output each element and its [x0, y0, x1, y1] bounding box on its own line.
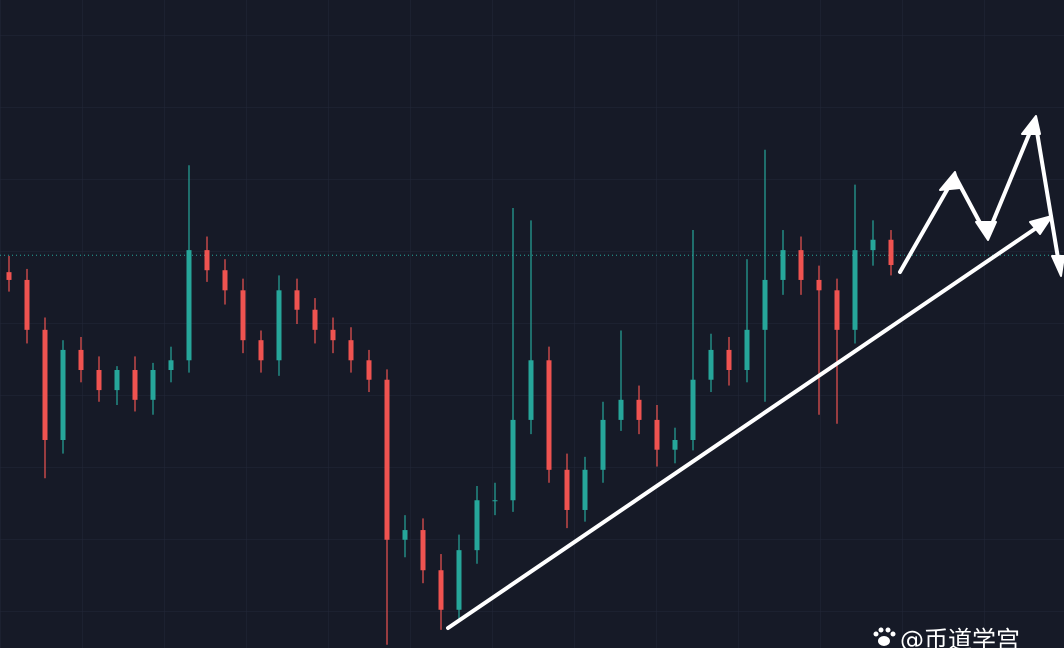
candle-body	[24, 279, 30, 330]
candle-body	[114, 370, 120, 391]
candle-body	[384, 379, 390, 540]
watermark: @币道学宫	[900, 626, 1020, 648]
candle-body	[546, 360, 552, 470]
candle-body	[636, 399, 642, 420]
candle-body	[744, 329, 750, 371]
candle-body	[816, 279, 822, 291]
arrow-head	[1029, 215, 1053, 235]
arrow-head	[939, 171, 961, 191]
candle-body	[600, 419, 606, 470]
candle-body	[762, 279, 768, 330]
candle-body	[312, 309, 318, 330]
arrow-head	[975, 221, 997, 241]
candle-body	[186, 250, 192, 361]
candles	[0, 149, 1064, 645]
candle-body	[888, 239, 894, 266]
arrow-head	[1021, 115, 1041, 135]
candle-body	[852, 250, 858, 330]
candle-body	[492, 500, 498, 502]
candle-body	[366, 360, 372, 380]
annotations	[446, 115, 1064, 630]
candle-body	[330, 329, 336, 341]
candle-body	[834, 290, 840, 330]
candle-body	[672, 439, 678, 450]
candle-body	[150, 370, 156, 400]
candle-body	[654, 419, 660, 450]
candle-body	[402, 530, 408, 540]
candle-body	[240, 290, 246, 341]
arrow-head	[1051, 255, 1064, 277]
candle-body	[870, 239, 876, 251]
candle-body	[96, 370, 102, 391]
candle-body	[456, 550, 462, 610]
candle-body	[690, 379, 696, 440]
candle-body	[258, 340, 264, 361]
watermark-icon	[873, 627, 896, 646]
candle-body	[222, 270, 228, 291]
candle-body	[204, 250, 210, 271]
trend-line	[446, 218, 1050, 630]
candle-body	[348, 340, 354, 361]
candle-body	[780, 250, 786, 280]
candle-body	[78, 349, 84, 371]
candle-body	[618, 399, 624, 420]
candle-body	[510, 419, 516, 501]
candle-body	[420, 530, 426, 571]
candle-body	[798, 250, 804, 280]
candle-body	[132, 370, 138, 400]
candle-body	[168, 360, 174, 371]
candle-body	[60, 349, 66, 440]
candle-body	[582, 469, 588, 510]
candle-body	[564, 469, 570, 510]
candle-body	[726, 349, 732, 371]
candle-body	[474, 500, 480, 551]
candle-body	[6, 272, 12, 280]
candle-body	[42, 329, 48, 440]
candle-body	[528, 360, 534, 420]
candle-body	[294, 290, 300, 310]
candle-body	[708, 349, 714, 380]
candle-body	[438, 570, 444, 610]
candle-body	[276, 290, 282, 361]
